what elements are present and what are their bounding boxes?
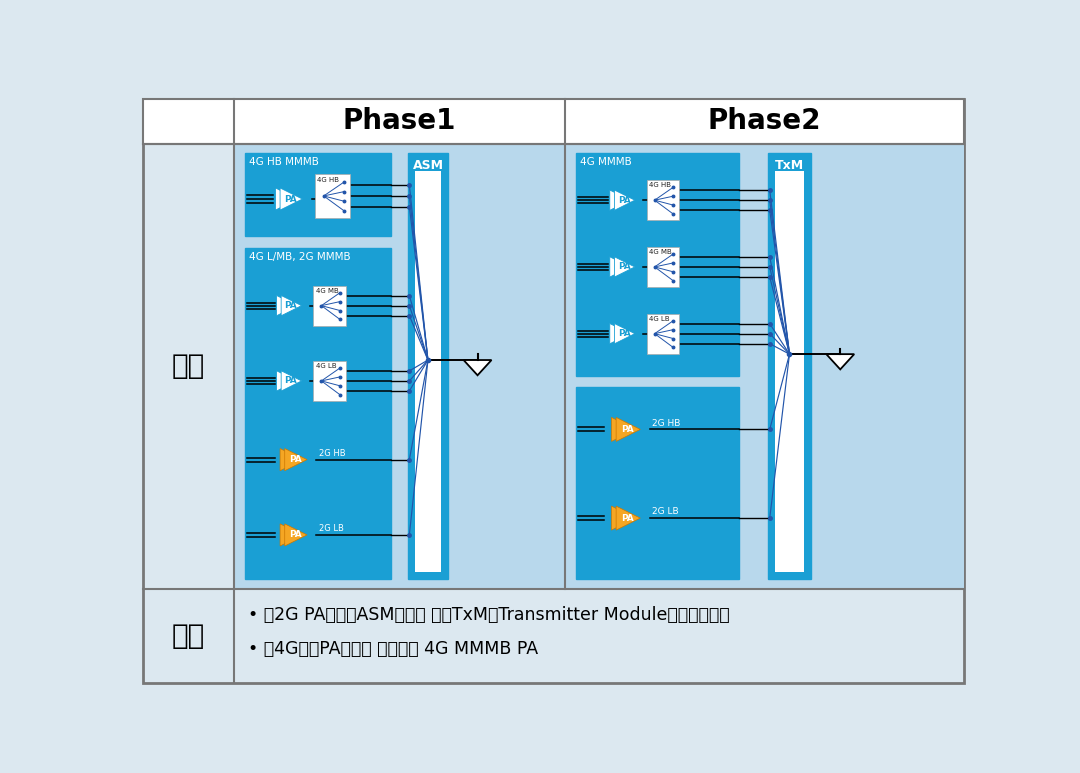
Text: PA: PA	[621, 513, 634, 523]
Bar	[576, 387, 739, 580]
Polygon shape	[280, 524, 302, 546]
Bar	[313, 285, 346, 325]
Polygon shape	[615, 323, 635, 344]
Text: 2G HB: 2G HB	[319, 449, 346, 458]
Polygon shape	[615, 190, 635, 210]
Bar	[647, 247, 679, 287]
Bar	[768, 153, 811, 580]
Polygon shape	[281, 371, 301, 391]
Text: PA: PA	[618, 329, 631, 338]
Text: PA: PA	[284, 301, 297, 310]
Text: 4G MB: 4G MB	[649, 249, 672, 255]
Bar	[313, 361, 346, 401]
Polygon shape	[285, 448, 307, 471]
Text: 4G MMMB: 4G MMMB	[580, 157, 632, 167]
Text: 4G HB: 4G HB	[649, 182, 671, 189]
Bar	[576, 153, 739, 376]
Text: • 将4G频段PA整合， 形成完整 4G MMMB PA: • 将4G频段PA整合， 形成完整 4G MMMB PA	[248, 640, 538, 659]
Text: 2G HB: 2G HB	[652, 419, 680, 427]
Text: PA: PA	[618, 196, 631, 205]
Polygon shape	[276, 295, 297, 316]
Polygon shape	[616, 506, 640, 530]
Polygon shape	[280, 188, 302, 210]
Polygon shape	[615, 257, 635, 277]
Text: PA: PA	[284, 376, 297, 386]
Bar	[143, 99, 964, 144]
Polygon shape	[610, 323, 631, 344]
Text: PA: PA	[289, 530, 301, 540]
Text: 4G LB: 4G LB	[649, 316, 670, 322]
Bar	[314, 175, 350, 217]
Text: 框图: 框图	[172, 352, 205, 380]
Polygon shape	[616, 417, 640, 441]
Polygon shape	[826, 354, 854, 369]
Text: 4G LB: 4G LB	[315, 363, 336, 369]
Bar	[415, 172, 441, 572]
Text: 4G MB: 4G MB	[315, 288, 338, 294]
Text: 4G L/MB, 2G MMMB: 4G L/MB, 2G MMMB	[248, 252, 351, 262]
Text: • 将2G PA整合进ASM开关， 形成TxM（Transmitter Module，发射模组）: • 将2G PA整合进ASM开关， 形成TxM（Transmitter Modu…	[248, 605, 730, 624]
Text: PA: PA	[284, 195, 297, 203]
Text: TxM: TxM	[775, 159, 804, 172]
Polygon shape	[610, 257, 631, 277]
Polygon shape	[275, 188, 298, 210]
Polygon shape	[276, 371, 297, 391]
Polygon shape	[610, 190, 631, 210]
Bar	[775, 172, 804, 572]
Text: 2G LB: 2G LB	[319, 524, 343, 533]
Bar	[647, 314, 679, 354]
Bar	[245, 153, 391, 236]
Text: 改进: 改进	[172, 621, 205, 649]
Text: 4G HB: 4G HB	[318, 177, 339, 182]
Text: Phase2: Phase2	[707, 107, 822, 135]
Text: 4G HB MMMB: 4G HB MMMB	[248, 157, 319, 167]
Polygon shape	[280, 448, 302, 471]
Bar	[565, 144, 964, 589]
Text: Phase1: Phase1	[343, 107, 457, 135]
Bar	[408, 153, 448, 580]
Polygon shape	[281, 295, 301, 316]
Polygon shape	[285, 524, 307, 546]
Bar	[245, 248, 391, 580]
Polygon shape	[611, 506, 636, 530]
Text: 2G LB: 2G LB	[652, 507, 678, 516]
Polygon shape	[463, 360, 491, 375]
Text: PA: PA	[618, 262, 631, 271]
Bar	[234, 144, 565, 589]
Bar	[647, 180, 679, 220]
Text: PA: PA	[621, 425, 634, 434]
Polygon shape	[611, 417, 636, 441]
Text: ASM: ASM	[413, 159, 444, 172]
Text: PA: PA	[289, 455, 301, 464]
